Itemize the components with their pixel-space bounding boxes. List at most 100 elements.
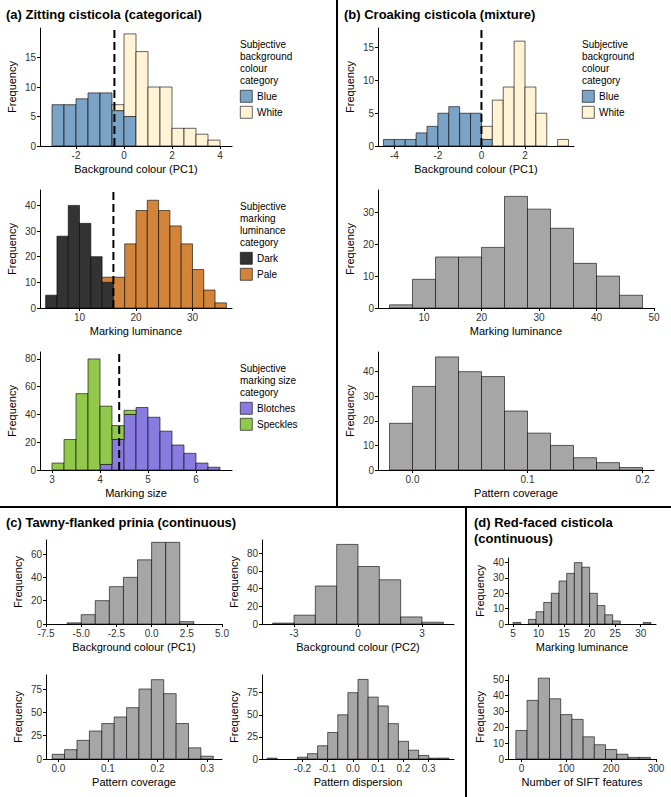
- svg-text:50: 50: [648, 312, 660, 323]
- svg-text:4: 4: [217, 150, 223, 161]
- svg-text:Frequency: Frequency: [6, 385, 18, 437]
- svg-text:luminance: luminance: [240, 225, 286, 236]
- svg-text:0.1: 0.1: [371, 763, 385, 774]
- svg-text:15: 15: [363, 42, 375, 53]
- svg-text:20: 20: [25, 251, 37, 262]
- svg-text:10: 10: [363, 75, 375, 86]
- svg-text:20: 20: [493, 588, 505, 599]
- svg-text:background: background: [582, 51, 634, 62]
- svg-text:2: 2: [522, 150, 528, 161]
- svg-text:30: 30: [635, 628, 647, 639]
- svg-text:-5.0: -5.0: [73, 628, 91, 639]
- svg-text:-7.5: -7.5: [37, 628, 55, 639]
- svg-text:0.0: 0.0: [346, 763, 360, 774]
- svg-text:10: 10: [74, 312, 86, 323]
- svg-text:20: 20: [584, 628, 596, 639]
- svg-text:20: 20: [25, 437, 37, 448]
- svg-text:30: 30: [533, 312, 545, 323]
- svg-text:0: 0: [30, 141, 36, 152]
- svg-text:40: 40: [493, 557, 505, 568]
- svg-text:colour: colour: [240, 63, 268, 74]
- svg-text:Background colour (PC2): Background colour (PC2): [296, 641, 420, 653]
- svg-text:5: 5: [510, 628, 516, 639]
- svg-text:60: 60: [247, 565, 259, 576]
- svg-text:15: 15: [25, 52, 37, 63]
- svg-text:Subjective: Subjective: [582, 39, 629, 50]
- svg-text:Frequency: Frequency: [6, 223, 18, 275]
- svg-text:10: 10: [493, 603, 505, 614]
- svg-text:(c) Tawny-flanked prinia (cont: (c) Tawny-flanked prinia (continuous): [6, 515, 236, 530]
- svg-text:category: category: [240, 237, 278, 248]
- svg-text:0: 0: [479, 150, 485, 161]
- svg-text:10: 10: [363, 440, 375, 451]
- svg-text:-0.1: -0.1: [319, 763, 337, 774]
- svg-text:3: 3: [419, 628, 425, 639]
- svg-text:30: 30: [493, 572, 505, 583]
- svg-text:0.2: 0.2: [397, 763, 411, 774]
- svg-text:-3: -3: [290, 628, 299, 639]
- svg-text:5.0: 5.0: [215, 628, 229, 639]
- svg-text:Dark: Dark: [257, 253, 279, 264]
- svg-text:White: White: [257, 107, 283, 118]
- svg-text:Frequency: Frequency: [474, 565, 486, 617]
- svg-text:3: 3: [49, 474, 55, 485]
- svg-text:0.0: 0.0: [51, 763, 65, 774]
- svg-text:0: 0: [498, 619, 504, 630]
- svg-text:10: 10: [418, 312, 430, 323]
- svg-text:Frequency: Frequency: [344, 61, 356, 113]
- svg-text:50: 50: [247, 709, 259, 720]
- svg-text:30: 30: [363, 207, 375, 218]
- svg-text:0.0: 0.0: [145, 628, 159, 639]
- svg-text:6: 6: [193, 474, 199, 485]
- svg-text:Pattern coverage: Pattern coverage: [92, 776, 176, 788]
- svg-text:Blotches: Blotches: [257, 403, 295, 414]
- svg-text:40: 40: [247, 583, 259, 594]
- svg-text:Subjective: Subjective: [240, 201, 287, 212]
- svg-text:20: 20: [363, 415, 375, 426]
- svg-text:75: 75: [247, 687, 259, 698]
- svg-text:Blue: Blue: [599, 91, 619, 102]
- svg-text:Pattern coverage: Pattern coverage: [474, 487, 558, 499]
- svg-text:Frequency: Frequency: [228, 691, 240, 743]
- svg-text:White: White: [599, 107, 625, 118]
- svg-text:Background colour (PC1): Background colour (PC1): [414, 163, 538, 175]
- svg-text:Subjective: Subjective: [240, 39, 287, 50]
- svg-text:30: 30: [363, 391, 375, 402]
- svg-text:-0.2: -0.2: [294, 763, 312, 774]
- svg-text:0: 0: [498, 754, 504, 765]
- svg-text:10: 10: [363, 271, 375, 282]
- svg-text:20: 20: [476, 312, 488, 323]
- svg-text:Frequency: Frequency: [344, 223, 356, 275]
- svg-text:10: 10: [25, 82, 37, 93]
- svg-text:Number of SIFT features: Number of SIFT features: [522, 776, 643, 788]
- svg-text:40: 40: [493, 690, 505, 701]
- svg-text:80: 80: [247, 548, 259, 559]
- svg-text:0: 0: [30, 303, 36, 314]
- svg-text:4: 4: [97, 474, 103, 485]
- svg-text:Subjective: Subjective: [240, 363, 287, 374]
- svg-text:30: 30: [25, 226, 37, 237]
- svg-text:0.1: 0.1: [101, 763, 115, 774]
- svg-text:20: 20: [130, 312, 142, 323]
- svg-text:25: 25: [247, 731, 259, 742]
- svg-text:75: 75: [31, 684, 43, 695]
- svg-text:0: 0: [30, 465, 36, 476]
- svg-text:40: 40: [363, 366, 375, 377]
- svg-text:(d) Red-faced cisticola: (d) Red-faced cisticola: [474, 515, 613, 530]
- svg-text:Frequency: Frequency: [228, 556, 240, 608]
- svg-text:5: 5: [30, 111, 36, 122]
- svg-text:20: 20: [363, 239, 375, 250]
- svg-text:5: 5: [145, 474, 151, 485]
- svg-text:category: category: [240, 75, 278, 86]
- svg-text:30: 30: [187, 312, 199, 323]
- svg-text:0: 0: [368, 465, 374, 476]
- svg-text:20: 20: [247, 601, 259, 612]
- svg-text:10: 10: [25, 277, 37, 288]
- svg-text:Pale: Pale: [257, 269, 277, 280]
- svg-text:0: 0: [252, 754, 258, 765]
- svg-text:10: 10: [533, 628, 545, 639]
- svg-text:20: 20: [31, 595, 43, 606]
- svg-text:50: 50: [493, 674, 505, 685]
- svg-text:0: 0: [368, 303, 374, 314]
- svg-text:Frequency: Frequency: [6, 61, 18, 113]
